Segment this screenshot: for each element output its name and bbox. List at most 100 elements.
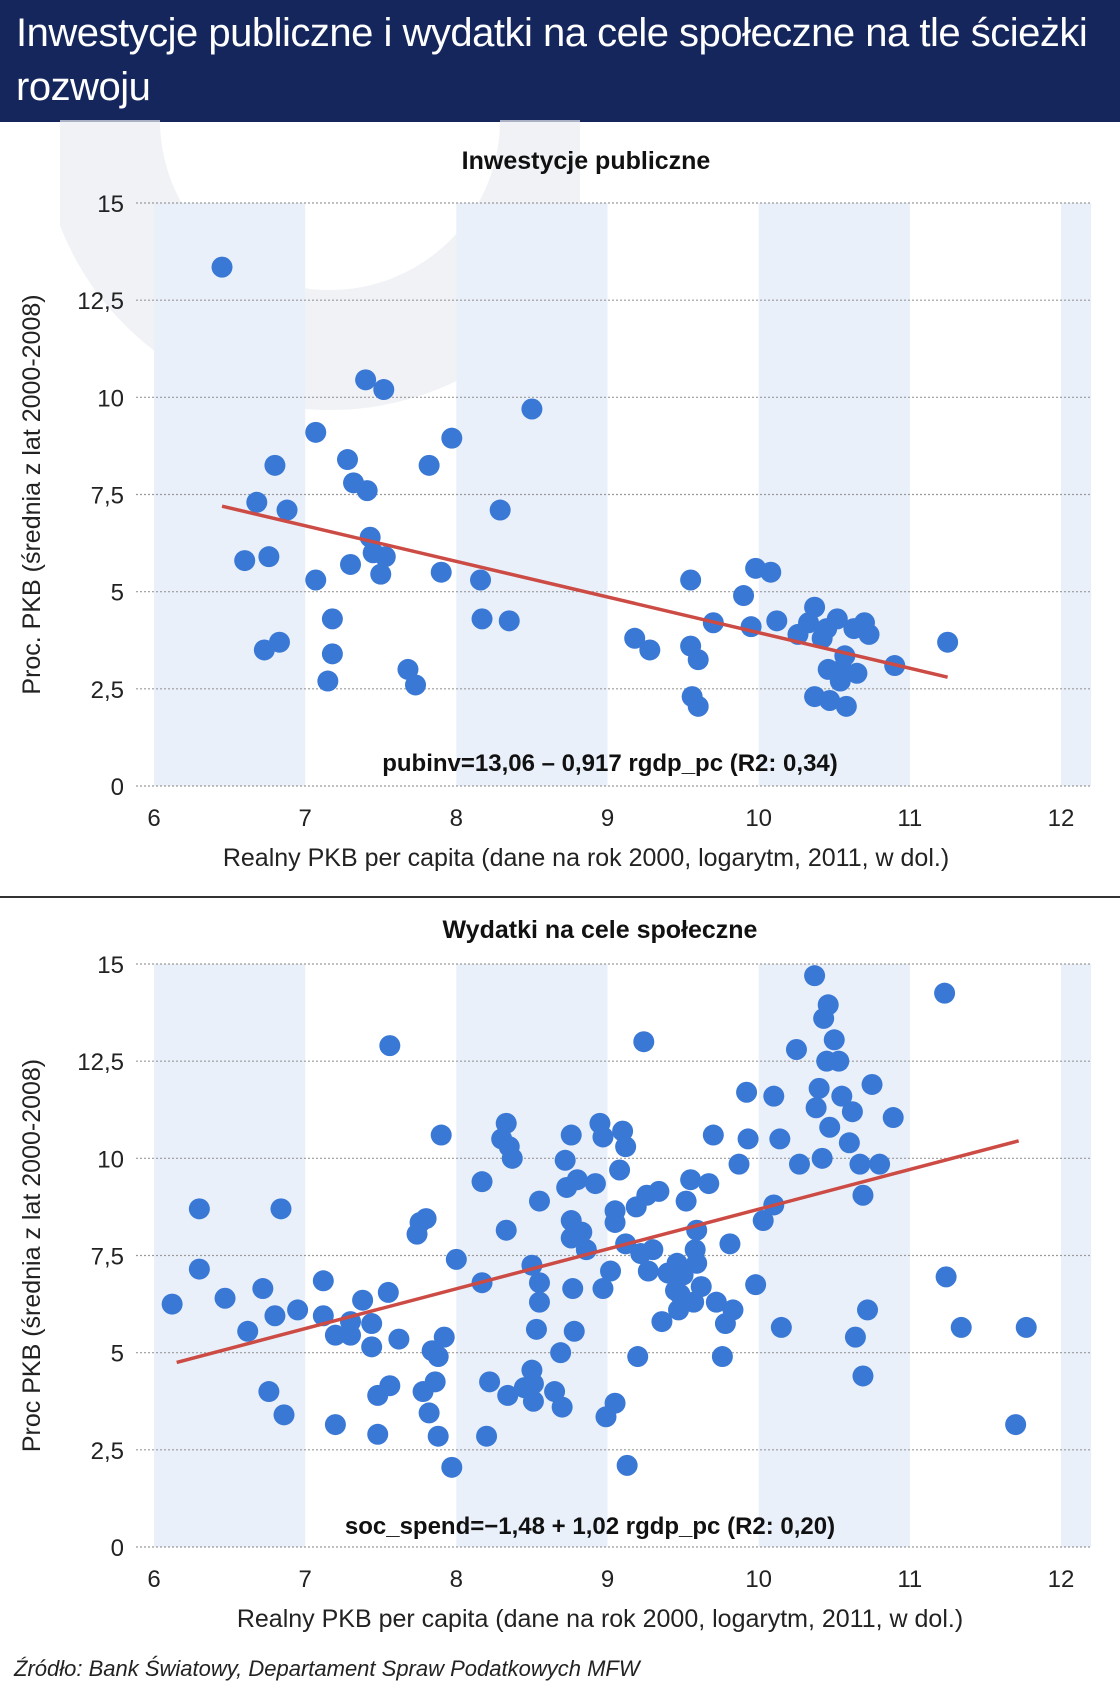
data-point bbox=[858, 623, 880, 645]
data-point bbox=[355, 369, 377, 391]
y-tick-label: 0 bbox=[111, 1535, 124, 1562]
chart-social-spending: 0 2,5 5 7,5 10 12,5 15 6 7 8 9 10 11 12 Wydatki na cel… bbox=[18, 916, 1092, 1633]
trend-line bbox=[221, 504, 949, 679]
data-point bbox=[528, 1291, 550, 1313]
x-tick-label: 10 bbox=[745, 1566, 772, 1593]
data-point bbox=[211, 256, 233, 278]
data-point bbox=[869, 1153, 891, 1175]
data-point bbox=[719, 1233, 741, 1255]
data-point bbox=[361, 1336, 383, 1358]
y-axis-label: Proc PKB (średnia z lat 2000-2008) bbox=[18, 1059, 46, 1452]
data-point bbox=[373, 379, 395, 401]
y-tick-label: 2,5 bbox=[91, 1438, 124, 1465]
data-point bbox=[686, 1252, 708, 1274]
data-point bbox=[705, 1291, 727, 1313]
data-point bbox=[566, 1169, 588, 1191]
data-point bbox=[433, 1326, 455, 1348]
trend-line bbox=[176, 1139, 1020, 1365]
data-point bbox=[324, 1414, 346, 1436]
data-point bbox=[356, 480, 378, 502]
data-point bbox=[352, 1289, 374, 1311]
data-point bbox=[633, 1031, 655, 1053]
data-point bbox=[544, 1381, 566, 1403]
data-point bbox=[937, 631, 959, 653]
data-point bbox=[361, 1313, 383, 1335]
data-point bbox=[445, 1248, 467, 1270]
data-point bbox=[418, 1402, 440, 1424]
data-point bbox=[305, 421, 327, 443]
data-point bbox=[252, 1278, 274, 1300]
data-point bbox=[258, 1381, 280, 1403]
data-point bbox=[760, 561, 782, 583]
data-point bbox=[769, 1128, 791, 1150]
data-point bbox=[651, 1311, 673, 1333]
data-point bbox=[639, 639, 661, 661]
y-tick-label: 7,5 bbox=[91, 1244, 124, 1271]
data-point bbox=[687, 649, 709, 671]
y-tick-label: 10 bbox=[97, 385, 124, 412]
data-point bbox=[711, 1346, 733, 1368]
data-point bbox=[882, 1107, 904, 1129]
x-tick-label: 7 bbox=[298, 805, 311, 832]
data-point bbox=[637, 1260, 659, 1282]
data-point bbox=[379, 1375, 401, 1397]
data-point bbox=[604, 1211, 626, 1233]
data-point bbox=[268, 631, 290, 653]
x-tick-label: 8 bbox=[450, 1566, 463, 1593]
data-point bbox=[550, 1342, 572, 1364]
data-point bbox=[554, 1149, 576, 1171]
y-tick-label: 15 bbox=[97, 191, 124, 218]
data-point bbox=[287, 1299, 309, 1321]
data-point bbox=[161, 1293, 183, 1315]
data-point bbox=[680, 1169, 702, 1191]
data-point bbox=[317, 670, 339, 692]
chart-title: Inwestycje publiczne bbox=[462, 147, 711, 175]
data-point bbox=[264, 1305, 286, 1327]
data-point bbox=[551, 1396, 573, 1418]
data-point bbox=[612, 1120, 634, 1142]
data-point bbox=[841, 1101, 863, 1123]
data-point bbox=[424, 1371, 446, 1393]
data-point bbox=[615, 1136, 637, 1158]
x-tick-label: 11 bbox=[897, 1566, 922, 1593]
data-point bbox=[246, 491, 268, 513]
data-point bbox=[471, 1171, 493, 1193]
data-point bbox=[826, 608, 848, 630]
data-point bbox=[752, 1210, 774, 1232]
chart-title: Wydatki na cele społeczne bbox=[443, 916, 758, 944]
data-point bbox=[811, 1147, 833, 1169]
x-tick-label: 7 bbox=[298, 1566, 311, 1593]
data-point bbox=[828, 1050, 850, 1072]
x-tick-label: 8 bbox=[450, 805, 463, 832]
data-point bbox=[525, 1318, 547, 1340]
data-point bbox=[857, 1299, 879, 1321]
data-point bbox=[846, 662, 868, 684]
data-point bbox=[188, 1198, 210, 1220]
data-point bbox=[763, 1085, 785, 1107]
data-point bbox=[702, 1124, 724, 1146]
data-point bbox=[600, 1260, 622, 1282]
data-point bbox=[592, 1126, 614, 1148]
data-point bbox=[770, 1316, 792, 1338]
data-point bbox=[418, 454, 440, 476]
data-point bbox=[521, 398, 543, 420]
data-point bbox=[471, 608, 493, 630]
data-point bbox=[737, 1128, 759, 1150]
data-point bbox=[805, 1097, 827, 1119]
data-point bbox=[687, 695, 709, 717]
data-point bbox=[397, 658, 419, 680]
data-point bbox=[427, 1346, 449, 1368]
data-point bbox=[489, 499, 511, 521]
y-tick-label: 10 bbox=[97, 1146, 124, 1173]
data-point bbox=[950, 1316, 972, 1338]
data-point bbox=[336, 449, 358, 471]
chart-divider bbox=[0, 896, 1120, 898]
data-point bbox=[849, 1153, 871, 1175]
data-point bbox=[1015, 1316, 1037, 1338]
page-title: Inwestycje publiczne i wydatki na cele s… bbox=[16, 11, 1088, 109]
data-point bbox=[379, 1035, 401, 1057]
y-tick-label: 15 bbox=[97, 952, 124, 979]
data-point bbox=[745, 1274, 767, 1296]
data-point bbox=[648, 1180, 670, 1202]
data-point bbox=[427, 1425, 449, 1447]
